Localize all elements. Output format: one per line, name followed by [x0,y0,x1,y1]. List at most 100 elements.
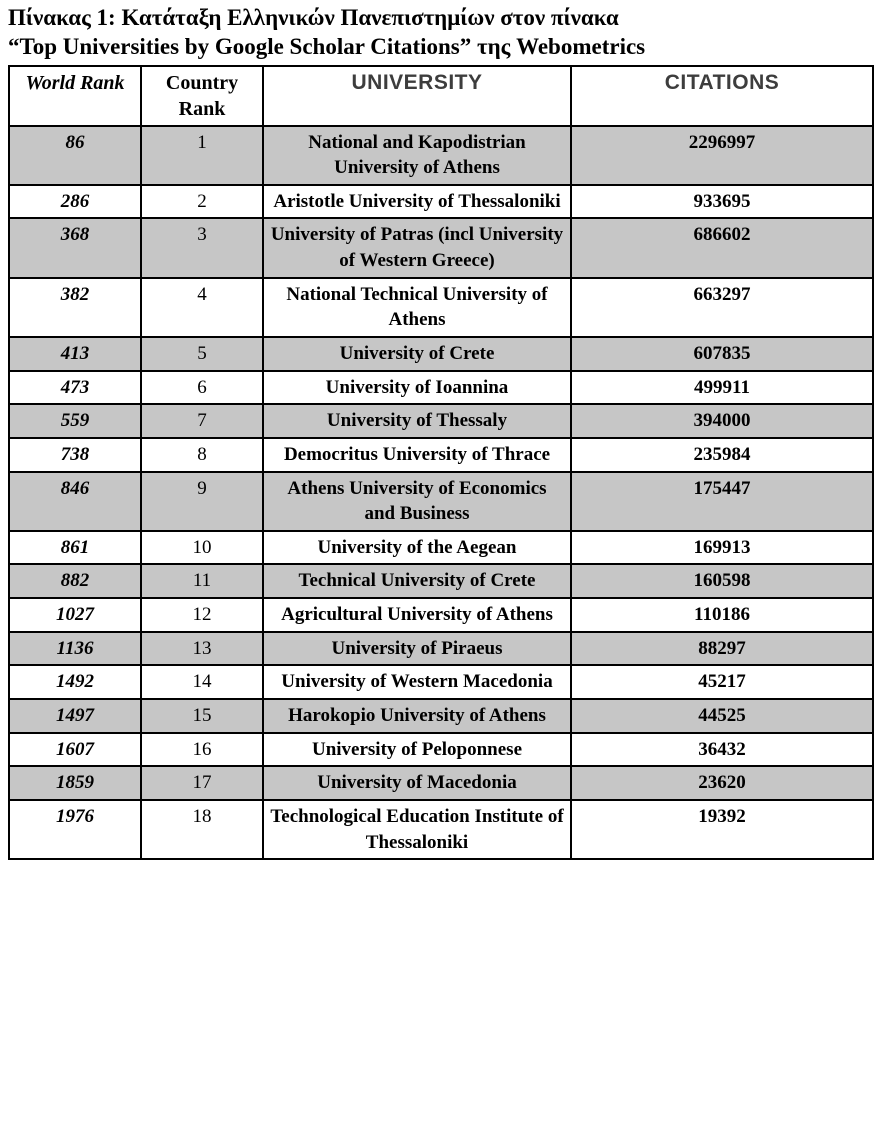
citations-cell: 175447 [570,470,874,532]
university-cell: University of Macedonia [262,765,572,801]
world-rank-cell: 1492 [8,664,142,701]
world-rank-cell: 1607 [8,731,142,768]
table-row: 846 9 Athens University of Economics and B… [8,470,874,532]
citations-cell: 686602 [570,217,874,279]
table-row: 1027 12 Agricultural University of Athens 1… [8,597,874,633]
university-cell: University of Patras (incl University of… [262,217,572,279]
citations-cell: 607835 [570,335,874,372]
page-title: Πίνακας 1: Κατάταξη Ελληνικών Πανεπιστημ… [8,4,872,62]
table-row: 861 10 University of the Aegean 169913 [8,529,874,566]
citations-cell: 235984 [570,436,874,473]
university-cell: Technological Education Institute of The… [262,798,572,861]
university-cell: University of the Aegean [262,529,572,566]
world-rank-cell: 1859 [8,765,142,801]
citations-cell: 2296997 [570,124,874,186]
header-university: UNIVERSITY [262,64,572,127]
table-row: 473 6 University of Ioannina 499911 [8,369,874,406]
country-rank-cell: 1 [140,124,264,186]
world-rank-cell: 1976 [8,798,142,861]
page-title-line1: Πίνακας 1: Κατάταξη Ελληνικών Πανεπιστημ… [8,5,619,30]
header-world-rank: World Rank [8,64,142,127]
citations-cell: 23620 [570,765,874,801]
country-rank-cell: 13 [140,630,264,667]
header-citations: CITATIONS [570,64,874,127]
table-body: 86 1 National and Kapodistrian University … [8,124,874,861]
table-row: 1976 18 Technological Education Institute … [8,798,874,861]
university-cell: National Technical University of Athens [262,276,572,338]
university-cell: Agricultural University of Athens [262,597,572,633]
world-rank-cell: 738 [8,436,142,473]
country-rank-cell: 5 [140,335,264,372]
table-row: 286 2 Aristotle University of Thessaloniki… [8,183,874,220]
world-rank-cell: 846 [8,470,142,532]
country-rank-cell: 18 [140,798,264,861]
citations-cell: 663297 [570,276,874,338]
citations-cell: 169913 [570,529,874,566]
country-rank-cell: 11 [140,563,264,600]
table-row: 1497 15 Harokopio University of Athens 4452… [8,698,874,734]
world-rank-cell: 286 [8,183,142,220]
world-rank-cell: 413 [8,335,142,372]
world-rank-cell: 473 [8,369,142,406]
country-rank-cell: 4 [140,276,264,338]
country-rank-cell: 3 [140,217,264,279]
university-cell: University of Ioannina [262,369,572,406]
table-row: 368 3 University of Patras (incl Universit… [8,217,874,279]
university-cell: Democritus University of Thrace [262,436,572,473]
world-rank-cell: 559 [8,403,142,439]
university-cell: University of Western Macedonia [262,664,572,701]
world-rank-cell: 1497 [8,698,142,734]
citations-cell: 36432 [570,731,874,768]
table-row: 1859 17 University of Macedonia 23620 [8,765,874,801]
country-rank-cell: 7 [140,403,264,439]
header-row: World Rank Country Rank UNIVERSITY CITAT… [8,64,874,127]
page-title-line2: “Top Universities by Google Scholar Cita… [8,33,646,59]
rankings-table: World Rank Country Rank UNIVERSITY CITAT… [8,64,874,861]
country-rank-cell: 8 [140,436,264,473]
page: Πίνακας 1: Κατάταξη Ελληνικών Πανεπιστημ… [8,4,874,861]
citations-cell: 110186 [570,597,874,633]
world-rank-cell: 861 [8,529,142,566]
world-rank-cell: 86 [8,124,142,186]
university-cell: University of Thessaly [262,403,572,439]
citations-cell: 45217 [570,664,874,701]
university-cell: National and Kapodistrian University of … [262,124,572,186]
country-rank-cell: 14 [140,664,264,701]
world-rank-cell: 1027 [8,597,142,633]
table-row: 738 8 Democritus University of Thrace 23598… [8,436,874,473]
university-cell: Technical University of Crete [262,563,572,600]
country-rank-cell: 2 [140,183,264,220]
citations-cell: 394000 [570,403,874,439]
table-row: 1492 14 University of Western Macedonia 452… [8,664,874,701]
country-rank-cell: 10 [140,529,264,566]
country-rank-cell: 12 [140,597,264,633]
table-row: 1136 13 University of Piraeus 88297 [8,630,874,667]
country-rank-cell: 9 [140,470,264,532]
country-rank-cell: 16 [140,731,264,768]
table-row: 559 7 University of Thessaly 394000 [8,403,874,439]
table-row: 382 4 National Technical University of Ath… [8,276,874,338]
university-cell: University of Peloponnese [262,731,572,768]
citations-cell: 19392 [570,798,874,861]
citations-cell: 44525 [570,698,874,734]
world-rank-cell: 382 [8,276,142,338]
table-row: 882 11 Technical University of Crete 160598 [8,563,874,600]
citations-cell: 499911 [570,369,874,406]
citations-cell: 160598 [570,563,874,600]
university-cell: University of Piraeus [262,630,572,667]
university-cell: Aristotle University of Thessaloniki [262,183,572,220]
country-rank-cell: 15 [140,698,264,734]
header-country-rank: Country Rank [140,64,264,127]
table-row: 1607 16 University of Peloponnese 36432 [8,731,874,768]
university-cell: Athens University of Economics and Busin… [262,470,572,532]
world-rank-cell: 368 [8,217,142,279]
world-rank-cell: 1136 [8,630,142,667]
citations-cell: 933695 [570,183,874,220]
country-rank-cell: 6 [140,369,264,406]
citations-cell: 88297 [570,630,874,667]
university-cell: University of Crete [262,335,572,372]
country-rank-cell: 17 [140,765,264,801]
university-cell: Harokopio University of Athens [262,698,572,734]
table-row: 86 1 National and Kapodistrian University … [8,124,874,186]
table-row: 413 5 University of Crete 607835 [8,335,874,372]
